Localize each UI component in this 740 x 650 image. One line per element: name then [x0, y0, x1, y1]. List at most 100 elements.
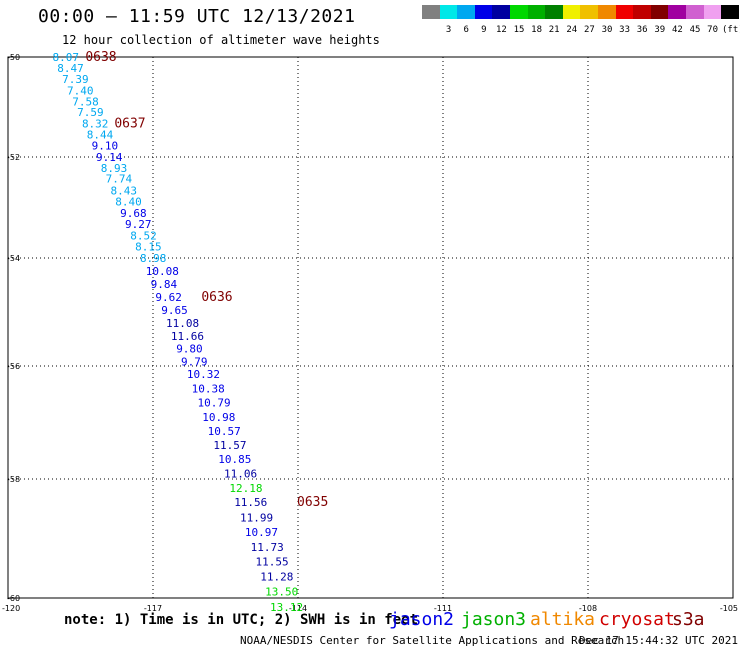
map-subtitle: 12 hour collection of altimeter wave hei… — [62, 33, 380, 47]
wave-height-value: 8.07 — [52, 51, 79, 64]
legend-swatch — [686, 5, 704, 19]
legend-label: 24 — [566, 25, 578, 35]
latitude-tick-label: -56 — [7, 362, 20, 371]
legend-label: 36 — [636, 25, 648, 35]
wave-height-value: 12.18 — [229, 482, 262, 495]
legend-swatch — [545, 5, 564, 19]
wave-height-value: 9.27 — [125, 218, 152, 231]
legend-label: 9 — [481, 25, 487, 35]
wave-height-value: 8.40 — [115, 195, 142, 208]
footer-note: note: 1) Time is in UTC; 2) SWH is in fe… — [64, 612, 419, 628]
satellite-name: s3a — [672, 609, 705, 630]
legend-swatch — [527, 5, 546, 19]
wave-height-value: 13.50 — [265, 585, 298, 598]
legend-label: 18 — [531, 25, 543, 35]
legend-label: 6 — [463, 25, 469, 35]
wave-height-value: 9.80 — [176, 343, 203, 356]
wave-height-value: 10.57 — [208, 425, 241, 438]
legend-label: 42 — [671, 25, 683, 35]
legend-label: 3 — [445, 25, 452, 35]
legend-label: 30 — [601, 25, 613, 35]
legend-swatch — [474, 5, 493, 19]
satellite-name: cryosat — [599, 609, 675, 630]
wave-height-value: 10.97 — [245, 526, 278, 539]
pass-time-label: 0636 — [201, 290, 232, 305]
legend-unit: (ft) — [722, 25, 740, 35]
legend-label: 21 — [548, 25, 560, 35]
legend-swatch — [721, 5, 740, 19]
wave-height-value: 7.58 — [72, 96, 99, 109]
wave-height-value: 8.15 — [135, 240, 162, 253]
credit-text: NOAA/NESDIS Center for Satellite Applica… — [240, 634, 625, 647]
legend-label: 45 — [689, 25, 701, 35]
satellite-name: jason2 — [389, 609, 455, 630]
longitude-tick-label: -114 — [289, 604, 307, 613]
legend-swatch — [668, 5, 687, 19]
generation-timestamp: Dec 17 15:44:32 UTC 2021 — [579, 634, 738, 647]
legend-label: 39 — [654, 25, 666, 35]
latitude-tick-label: -60 — [7, 594, 20, 603]
wave-height-value: 8.32 — [82, 118, 109, 131]
latitude-tick-label: -58 — [7, 475, 20, 484]
map-frame — [7, 56, 734, 599]
wave-height-value: 7.59 — [77, 106, 104, 119]
wave-height-value: 13.12 — [270, 601, 303, 614]
wave-height-value: 8.43 — [110, 184, 137, 197]
wave-height-value: 9.62 — [155, 291, 182, 304]
wave-height-value: 11.56 — [234, 496, 267, 509]
wave-height-value: 8.47 — [57, 62, 84, 75]
longitude-tick-label: -117 — [144, 604, 162, 613]
legend-swatch — [510, 5, 528, 19]
legend-label: 15 — [513, 25, 525, 35]
wave-height-value: 11.57 — [213, 439, 246, 452]
wave-height-value: 10.98 — [202, 411, 235, 424]
wave-height-value: 9.79 — [181, 356, 208, 369]
longitude-tick-label: -108 — [579, 604, 597, 613]
wave-height-value: 11.06 — [224, 467, 257, 480]
wave-height-value: 10.85 — [218, 453, 251, 466]
wave-height-value: 11.66 — [171, 330, 204, 343]
wave-height-value: 11.28 — [260, 571, 293, 584]
wave-height-value: 8.98 — [140, 252, 167, 265]
latitude-tick-label: -52 — [7, 153, 20, 162]
longitude-tick-label: -120 — [2, 604, 20, 613]
legend-label: 12 — [495, 25, 507, 35]
wave-height-value: 9.65 — [161, 304, 188, 317]
legend-label: 70 — [707, 25, 719, 35]
wave-height-value: 10.79 — [197, 397, 230, 410]
map-title: 00:00 – 11:59 UTC 12/13/2021 — [38, 6, 356, 27]
wave-height-value: 11.73 — [251, 541, 284, 554]
legend-swatch — [615, 5, 634, 19]
wave-height-value: 8.44 — [87, 129, 114, 142]
legend-swatch — [598, 5, 616, 19]
wave-height-value: 9.68 — [120, 207, 147, 220]
wave-height-value: 10.38 — [192, 383, 225, 396]
wave-height-value: 10.32 — [187, 368, 220, 381]
latitude-tick-label: -50 — [7, 53, 20, 62]
pass-time-label: 0635 — [297, 495, 328, 510]
satellite-name: altika — [530, 609, 596, 630]
legend-swatch — [580, 5, 599, 19]
legend-label: 27 — [583, 25, 595, 35]
legend-swatch — [650, 5, 669, 19]
legend-swatch — [633, 5, 652, 19]
legend-swatch — [492, 5, 511, 19]
wave-height-value: 11.55 — [255, 556, 288, 569]
wave-height-value: 9.14 — [96, 151, 123, 164]
wave-height-value: 8.93 — [101, 162, 128, 175]
longitude-tick-label: -111 — [434, 604, 452, 613]
wave-height-value: 11.08 — [166, 317, 199, 330]
longitude-tick-label: -105 — [720, 604, 738, 613]
legend-swatch — [562, 5, 581, 19]
legend-swatch — [422, 5, 440, 19]
wave-height-value: 9.10 — [92, 140, 119, 153]
wave-height-value: 8.52 — [130, 229, 157, 242]
legend-swatch — [703, 5, 722, 19]
satellite-name: jason3 — [461, 609, 527, 630]
legend-swatch — [457, 5, 476, 19]
pass-time-label: 0638 — [85, 50, 116, 65]
legend-label: 33 — [619, 25, 631, 35]
wave-height-value: 10.08 — [146, 265, 179, 278]
wave-height-value: 9.84 — [151, 278, 178, 291]
